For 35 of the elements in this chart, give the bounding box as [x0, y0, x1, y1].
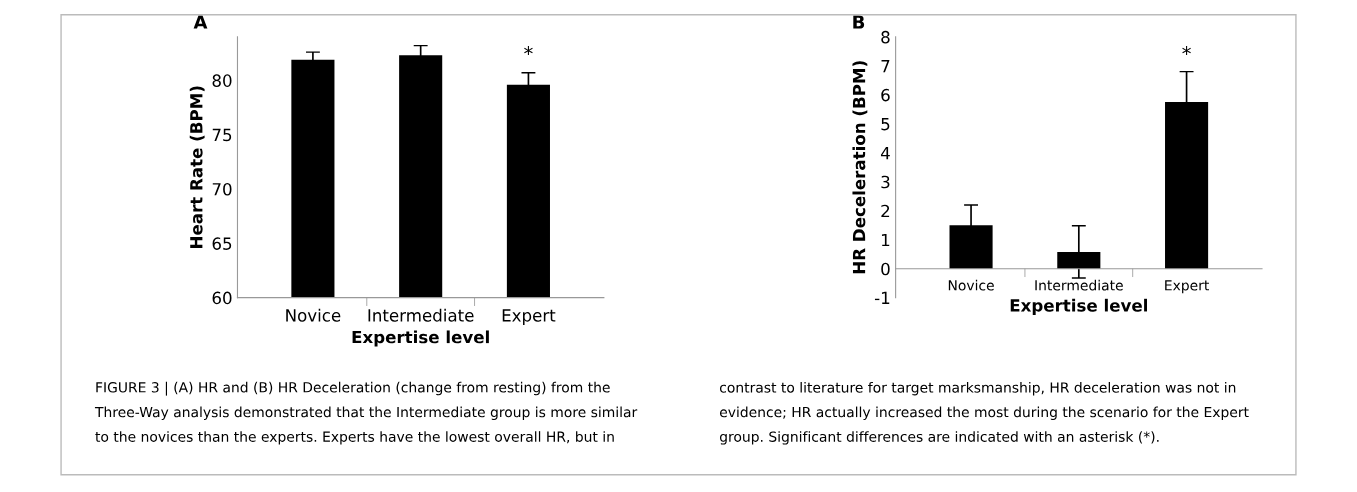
y-tick-label: -1	[874, 291, 890, 304]
x-tick-label: Novice	[948, 279, 994, 291]
y-tick-label: 80	[212, 74, 232, 87]
x-tick-label: Intermediate	[1035, 279, 1123, 291]
text: to the novices than the experts. Experts have the lowest overall HR, but in	[95, 431, 614, 445]
y-tick-label: 70	[212, 182, 232, 196]
y-tick-label: 75	[212, 128, 232, 142]
x-tick-label: Expert	[1165, 280, 1209, 294]
text: contrast to literature for target marksmanship, HR deceleration was not in	[719, 381, 1236, 396]
text: Three-Way analysis demonstrated that the Intermediate group is more similar	[94, 406, 638, 420]
y-tick-label: 1	[881, 233, 890, 247]
text: evidence; HR actually increased the most during the scenario for the Expert	[719, 406, 1249, 420]
y-tick-label: 60	[212, 291, 232, 305]
y-tick-label: 6	[881, 88, 890, 102]
text: group. Significant differences are indicated with an asterisk (*).	[719, 431, 1159, 445]
chart-title: A	[193, 15, 208, 29]
y-axis-title: Heart Rate (BPM)	[189, 86, 205, 248]
y-tick-label: 7	[881, 60, 890, 73]
caption: FIGURE 3 | (A) HR and (B) HR Deceleration (change from resting) from the	[96, 381, 610, 396]
chart-title: B	[853, 15, 865, 29]
y-tick-label: 3	[881, 175, 890, 189]
y-tick-label: 65	[212, 237, 232, 250]
x-axis-title: Expertise level	[352, 330, 489, 347]
y-tick-label: 8	[881, 30, 890, 44]
x-axis-title: Expertise level	[1010, 298, 1148, 315]
x-tick-label: Novice	[286, 308, 341, 322]
y-axis-title: HR Deceleration (BPM)	[852, 61, 868, 274]
y-tick-label: 0	[881, 262, 890, 276]
annotation: *	[1182, 46, 1191, 55]
y-tick-label: 5	[881, 118, 890, 131]
y-tick-label: 2	[881, 204, 890, 218]
y-tick-label: 4	[880, 146, 890, 160]
x-tick-label: Intermediate	[368, 308, 474, 322]
x-tick-label: Expert	[502, 309, 556, 325]
annotation: *	[524, 46, 533, 55]
